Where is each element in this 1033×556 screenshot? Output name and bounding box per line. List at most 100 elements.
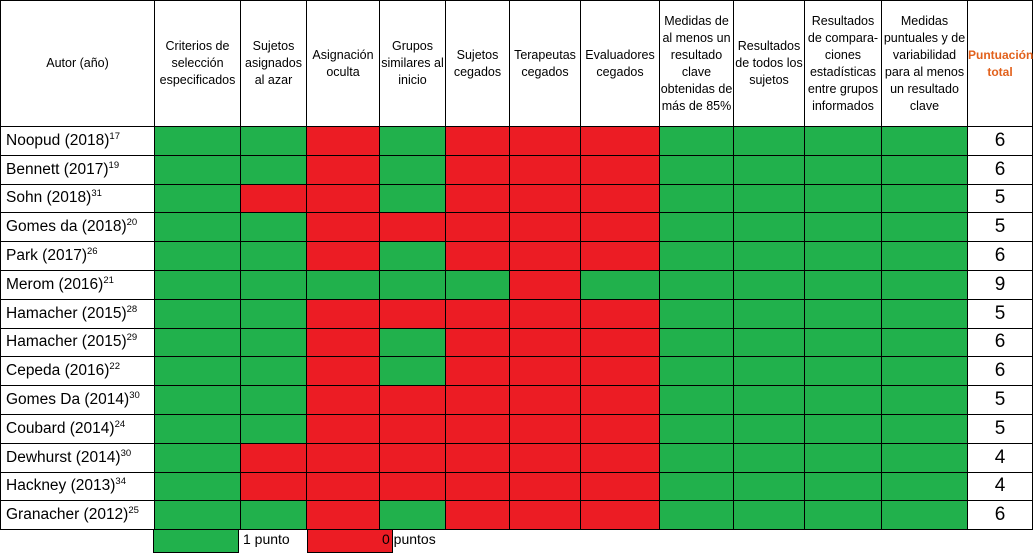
table-row: Granacher (2012)25 6	[0, 500, 1033, 531]
criterion-not-met-cell	[306, 327, 380, 358]
criterion-met-cell	[881, 327, 968, 358]
criterion-not-met-cell	[580, 298, 660, 329]
criterion-not-met-cell	[509, 385, 581, 415]
criterion-met-cell	[804, 126, 882, 156]
criterion-not-met-cell	[509, 269, 581, 300]
criterion-not-met-cell	[306, 500, 380, 531]
criterion-not-met-cell	[306, 126, 380, 156]
criterion-not-met-cell	[580, 126, 660, 156]
criterion-met-cell	[154, 327, 241, 358]
table-row: Merom (2016)21 9	[0, 269, 1033, 300]
criterion-met-cell	[733, 471, 805, 502]
criterion-met-cell	[379, 327, 446, 358]
header-criterion: Resultados de compara-ciones estadística…	[804, 0, 882, 127]
reference-number: 28	[126, 303, 138, 315]
criterion-met-cell	[733, 298, 805, 329]
criterion-met-cell	[804, 356, 882, 387]
criterion-met-cell	[240, 327, 307, 358]
criterion-met-cell	[240, 385, 307, 415]
criterion-met-cell	[881, 241, 968, 271]
table-header: Autor (año) Criterios de selección especi…	[0, 0, 1033, 127]
author-cell: Merom (2016)21	[0, 269, 155, 300]
total-score-cell: 6	[967, 241, 1033, 271]
legend-green-label: 1 punto	[243, 531, 290, 547]
criterion-met-cell	[881, 298, 968, 329]
criterion-met-cell	[379, 269, 446, 300]
criterion-met-cell	[580, 269, 660, 300]
total-score-cell: 6	[967, 126, 1033, 156]
table-row: Sohn (2018)31 5	[0, 183, 1033, 214]
criterion-met-cell	[881, 356, 968, 387]
criterion-not-met-cell	[580, 154, 660, 185]
criterion-not-met-cell	[240, 183, 307, 214]
criterion-met-cell	[881, 413, 968, 444]
criterion-not-met-cell	[379, 471, 446, 502]
criterion-met-cell	[804, 327, 882, 358]
table-row: Hackney (2013)34 4	[0, 471, 1033, 502]
criterion-met-cell	[379, 356, 446, 387]
author-cell: Dewhurst (2014)30	[0, 442, 155, 473]
header-criterion: Evaluadores cegados	[580, 0, 660, 127]
author-cell: Hamacher (2015)29	[0, 327, 155, 358]
criterion-not-met-cell	[509, 442, 581, 473]
table-row: Hamacher (2015)29 6	[0, 327, 1033, 358]
criterion-met-cell	[804, 269, 882, 300]
author-name: Coubard (2014)	[6, 419, 115, 437]
criterion-met-cell	[659, 442, 734, 473]
criterion-not-met-cell	[240, 442, 307, 473]
criterion-met-cell	[659, 413, 734, 444]
criterion-met-cell	[379, 500, 446, 531]
criterion-met-cell	[881, 154, 968, 185]
criterion-met-cell	[240, 500, 307, 531]
author-cell: Granacher (2012)25	[0, 500, 155, 531]
criterion-met-cell	[240, 413, 307, 444]
criterion-not-met-cell	[580, 500, 660, 531]
total-score-cell: 6	[967, 500, 1033, 531]
criterion-not-met-cell	[445, 327, 510, 358]
criterion-met-cell	[733, 154, 805, 185]
criterion-met-cell	[804, 154, 882, 185]
criterion-met-cell	[240, 356, 307, 387]
total-score-cell: 6	[967, 327, 1033, 358]
criterion-met-cell	[240, 126, 307, 156]
criterion-met-cell	[804, 385, 882, 415]
criterion-not-met-cell	[509, 356, 581, 387]
header-author: Autor (año)	[0, 0, 155, 127]
criterion-not-met-cell	[445, 241, 510, 271]
quality-assessment-table: Autor (año) Criterios de selección especi…	[0, 0, 1033, 531]
criterion-met-cell	[804, 183, 882, 214]
author-name: Hamacher (2015)	[6, 333, 127, 351]
criterion-not-met-cell	[509, 298, 581, 329]
criterion-not-met-cell	[445, 385, 510, 415]
criterion-not-met-cell	[306, 471, 380, 502]
total-score-cell: 5	[967, 183, 1033, 214]
header-criterion: Sujetos asignados al azar	[240, 0, 307, 127]
criterion-not-met-cell	[509, 212, 581, 243]
author-cell: Hackney (2013)34	[0, 471, 155, 502]
author-name: Merom (2016)	[6, 275, 104, 293]
criterion-met-cell	[659, 385, 734, 415]
total-score-cell: 5	[967, 385, 1033, 415]
header-criterion: Sujetos cegados	[445, 0, 510, 127]
total-score-cell: 5	[967, 212, 1033, 243]
criterion-met-cell	[733, 356, 805, 387]
reference-number: 30	[120, 447, 132, 459]
criterion-not-met-cell	[306, 442, 380, 473]
criterion-met-cell	[659, 471, 734, 502]
criterion-met-cell	[659, 327, 734, 358]
criterion-met-cell	[659, 500, 734, 531]
criterion-met-cell	[379, 154, 446, 185]
criterion-met-cell	[733, 327, 805, 358]
criterion-met-cell	[733, 500, 805, 531]
header-total-score: Puntuación total	[967, 0, 1033, 127]
author-cell: Noopud (2018)17	[0, 126, 155, 156]
reference-number: 25	[128, 505, 139, 517]
criterion-not-met-cell	[445, 500, 510, 531]
reference-number: 21	[103, 274, 114, 286]
author-cell: Hamacher (2015)28	[0, 298, 155, 329]
total-score-cell: 5	[967, 298, 1033, 329]
criterion-met-cell	[659, 356, 734, 387]
criterion-met-cell	[881, 269, 968, 300]
criterion-met-cell	[881, 471, 968, 502]
author-cell: Gomes Da (2014)30	[0, 385, 155, 415]
